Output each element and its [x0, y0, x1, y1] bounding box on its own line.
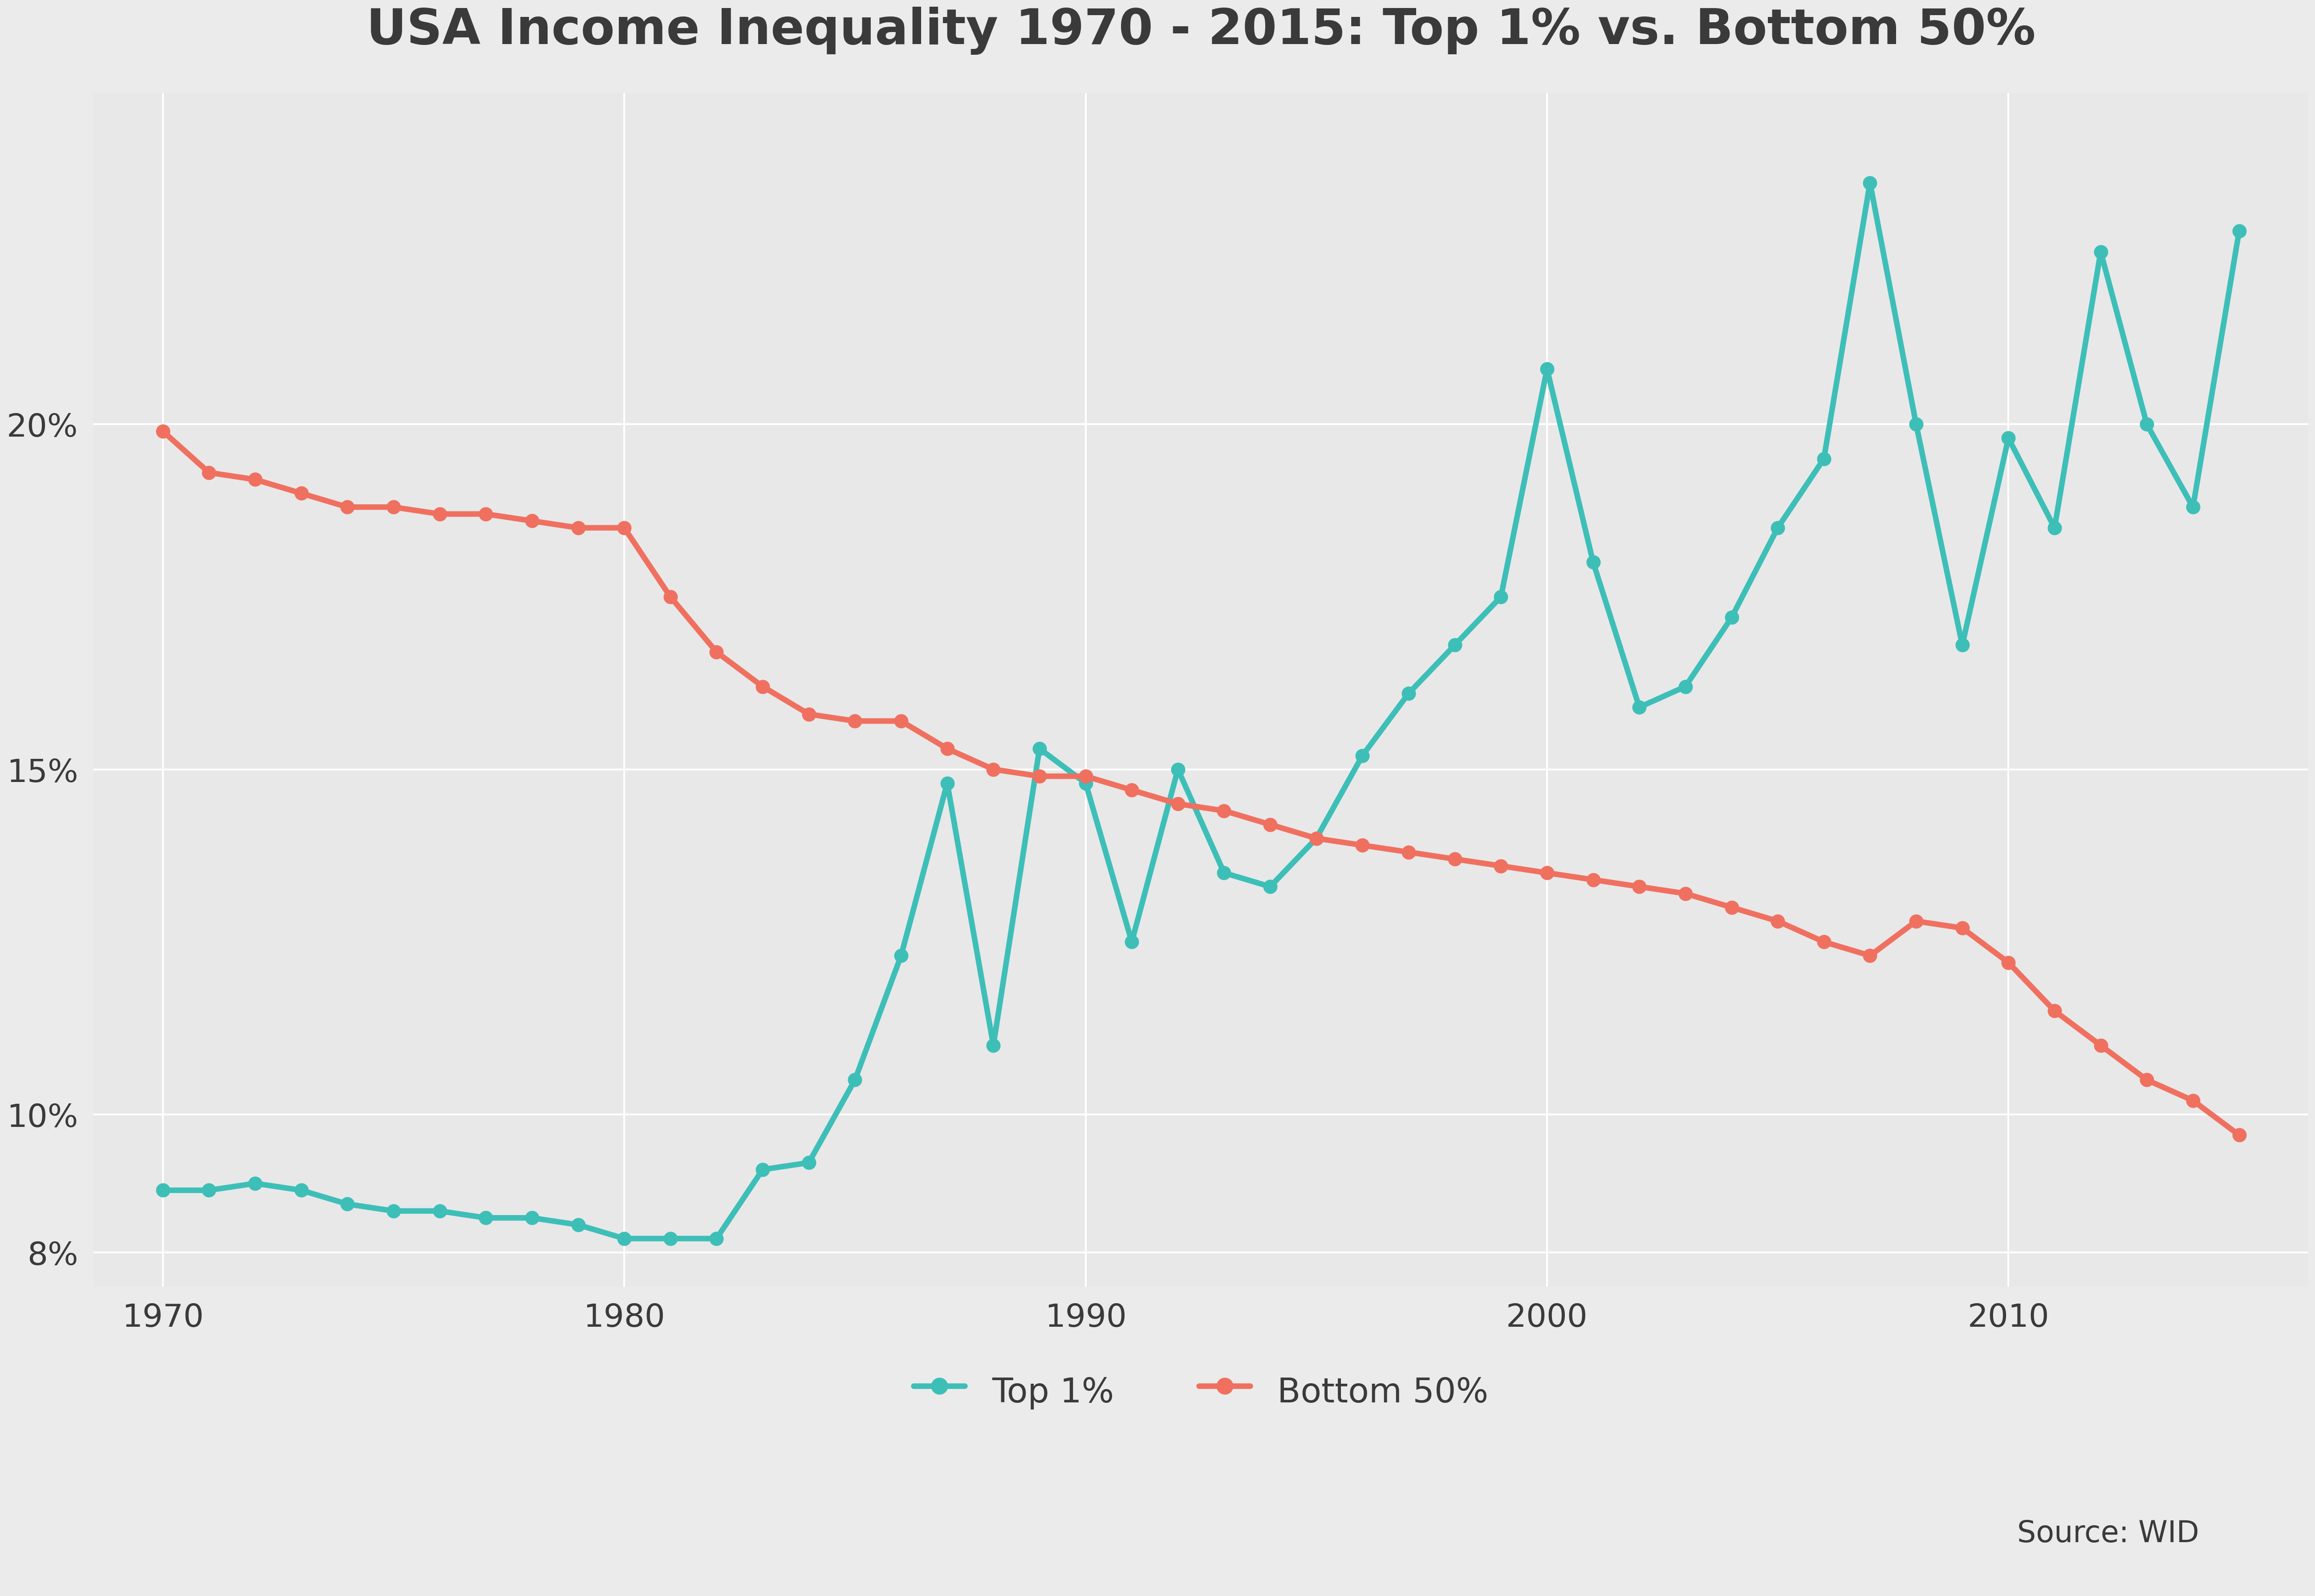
- Top 1%: [1764, 519, 1792, 538]
- Top 1%: [1486, 587, 1514, 606]
- Bottom 50%: [611, 519, 639, 538]
- Top 1%: [2086, 243, 2114, 262]
- Top 1%: [1257, 878, 1285, 897]
- Bottom 50%: [1350, 836, 1377, 855]
- Bottom 50%: [1486, 857, 1514, 876]
- Bottom 50%: [1625, 878, 1653, 897]
- Bottom 50%: [1718, 899, 1746, 918]
- Bottom 50%: [1857, 946, 1884, 966]
- Legend: Top 1%, Bottom 50%: Top 1%, Bottom 50%: [901, 1357, 1502, 1425]
- Bottom 50%: [287, 484, 315, 503]
- Top 1%: [194, 1181, 222, 1200]
- Bottom 50%: [1303, 828, 1331, 847]
- Top 1%: [1440, 635, 1468, 654]
- Bottom 50%: [2178, 1092, 2206, 1111]
- Bottom 50%: [887, 712, 914, 731]
- Top 1%: [1072, 774, 1100, 793]
- Bottom 50%: [194, 463, 222, 482]
- Top 1%: [1810, 450, 1838, 469]
- Top 1%: [1350, 747, 1377, 766]
- Bottom 50%: [426, 504, 454, 523]
- Top 1%: [611, 1229, 639, 1248]
- Top 1%: [748, 1160, 776, 1179]
- Top 1%: [1903, 415, 1931, 434]
- Top 1%: [1164, 760, 1192, 779]
- Top 1%: [840, 1071, 868, 1090]
- Top 1%: [887, 946, 914, 966]
- Bottom 50%: [840, 712, 868, 731]
- Line: Bottom 50%: Bottom 50%: [155, 425, 2246, 1143]
- Bottom 50%: [241, 471, 269, 490]
- Top 1%: [1857, 174, 1884, 193]
- Top 1%: [1996, 429, 2023, 448]
- Bottom 50%: [333, 498, 361, 517]
- Top 1%: [1533, 359, 1560, 378]
- Bottom 50%: [933, 739, 961, 758]
- Bottom 50%: [979, 760, 1007, 779]
- Top 1%: [1671, 677, 1699, 696]
- Top 1%: [519, 1208, 546, 1227]
- Bottom 50%: [1072, 768, 1100, 787]
- Bottom 50%: [1764, 911, 1792, 930]
- Top 1%: [657, 1229, 685, 1248]
- Text: Source: WID: Source: WID: [2016, 1519, 2199, 1548]
- Bottom 50%: [748, 677, 776, 696]
- Top 1%: [704, 1229, 732, 1248]
- Bottom 50%: [2040, 1001, 2067, 1020]
- Top 1%: [2132, 415, 2160, 434]
- Bottom 50%: [704, 643, 732, 662]
- Bottom 50%: [1211, 801, 1239, 820]
- Bottom 50%: [1118, 780, 1146, 800]
- Bottom 50%: [2225, 1125, 2252, 1144]
- Top 1%: [1118, 932, 1146, 951]
- Top 1%: [1949, 635, 1977, 654]
- Bottom 50%: [1903, 911, 1931, 930]
- Top 1%: [1625, 697, 1653, 717]
- Bottom 50%: [565, 519, 593, 538]
- Top 1%: [2040, 519, 2067, 538]
- Top 1%: [1026, 739, 1053, 758]
- Top 1%: [426, 1202, 454, 1221]
- Bottom 50%: [1949, 919, 1977, 938]
- Bottom 50%: [380, 498, 407, 517]
- Top 1%: [1211, 863, 1239, 883]
- Top 1%: [1718, 608, 1746, 627]
- Top 1%: [472, 1208, 500, 1227]
- Bottom 50%: [2086, 1036, 2114, 1055]
- Bottom 50%: [2132, 1071, 2160, 1090]
- Bottom 50%: [1440, 849, 1468, 868]
- Bottom 50%: [1026, 768, 1053, 787]
- Bottom 50%: [1579, 870, 1607, 889]
- Bottom 50%: [148, 421, 176, 440]
- Top 1%: [794, 1154, 822, 1173]
- Top 1%: [380, 1202, 407, 1221]
- Bottom 50%: [1671, 884, 1699, 903]
- Top 1%: [241, 1175, 269, 1194]
- Top 1%: [933, 774, 961, 793]
- Top 1%: [979, 1036, 1007, 1055]
- Bottom 50%: [1164, 795, 1192, 814]
- Bottom 50%: [1394, 843, 1421, 862]
- Top 1%: [1579, 554, 1607, 573]
- Bottom 50%: [519, 512, 546, 531]
- Bottom 50%: [472, 504, 500, 523]
- Top 1%: [2178, 498, 2206, 517]
- Bottom 50%: [1810, 932, 1838, 951]
- Bottom 50%: [1257, 816, 1285, 835]
- Top 1%: [148, 1181, 176, 1200]
- Top 1%: [1303, 828, 1331, 847]
- Top 1%: [333, 1194, 361, 1213]
- Bottom 50%: [657, 587, 685, 606]
- Bottom 50%: [794, 705, 822, 725]
- Top 1%: [565, 1215, 593, 1234]
- Bottom 50%: [1533, 863, 1560, 883]
- Top 1%: [2225, 222, 2252, 241]
- Bottom 50%: [1996, 953, 2023, 972]
- Top 1%: [1394, 685, 1421, 704]
- Top 1%: [287, 1181, 315, 1200]
- Title: USA Income Inequality 1970 - 2015: Top 1% vs. Bottom 50%: USA Income Inequality 1970 - 2015: Top 1…: [366, 6, 2035, 54]
- Line: Top 1%: Top 1%: [155, 177, 2246, 1245]
